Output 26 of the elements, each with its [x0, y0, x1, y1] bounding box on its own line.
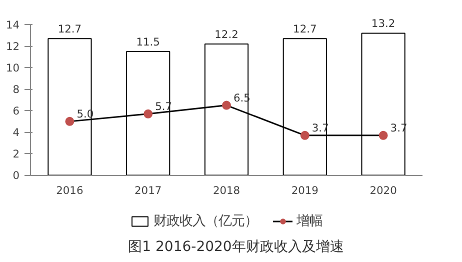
point — [65, 116, 74, 126]
point — [378, 130, 388, 140]
data-label: 13.2 — [371, 17, 396, 30]
y-tick-label: 6 — [12, 104, 20, 118]
x-tick-label: 2020 — [370, 184, 398, 198]
y-tick-label: 12 — [6, 40, 20, 54]
x-tick-label: 2018 — [212, 184, 240, 198]
data-label: 11.5 — [136, 35, 160, 48]
point — [144, 109, 153, 118]
y-tick-label: 10 — [6, 62, 20, 75]
point — [222, 100, 231, 110]
legend-label: 财政收入（亿元） — [154, 212, 258, 230]
text: 图1 2016-2020年财政收入及增速 — [128, 238, 344, 257]
legend-label: 增幅 — [296, 213, 322, 230]
x-tick-label: 2019 — [291, 184, 319, 198]
y-tick-label: 4 — [12, 126, 20, 140]
x-tick-label: 2017 — [134, 184, 162, 198]
data-label: 12.2 — [214, 28, 238, 41]
point — [300, 130, 310, 140]
y-tick-label: 2 — [12, 148, 20, 161]
data-label: 12.7 — [58, 22, 82, 36]
y-tick-label: 14 — [6, 18, 20, 32]
y-tick-label: 0 — [12, 169, 20, 182]
x-tick-label: 2016 — [56, 184, 84, 198]
y-tick-label: 8 — [12, 83, 20, 96]
data-label: 12.7 — [293, 22, 317, 36]
